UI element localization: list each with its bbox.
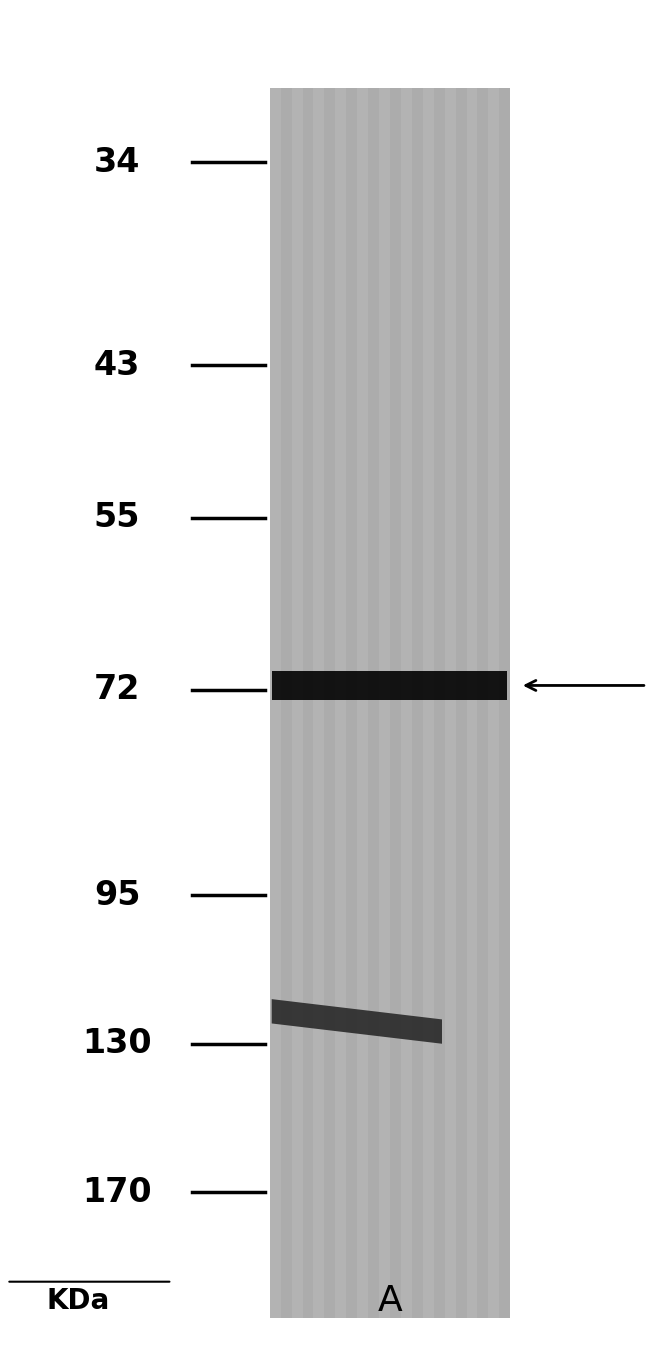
Bar xyxy=(379,88,390,1318)
Bar xyxy=(302,88,313,1318)
Bar xyxy=(445,88,456,1318)
Bar xyxy=(358,88,368,1318)
Text: 95: 95 xyxy=(94,879,140,911)
Bar xyxy=(324,88,335,1318)
Text: A: A xyxy=(378,1283,402,1318)
Bar xyxy=(368,88,379,1318)
Bar xyxy=(335,88,346,1318)
Bar xyxy=(422,88,434,1318)
Text: 55: 55 xyxy=(94,502,140,534)
Bar xyxy=(270,88,510,1318)
Text: 72: 72 xyxy=(94,673,140,706)
Bar xyxy=(456,88,467,1318)
Bar xyxy=(488,88,499,1318)
Text: KDa: KDa xyxy=(46,1287,110,1314)
Bar xyxy=(270,88,281,1318)
Bar xyxy=(401,88,412,1318)
Text: 130: 130 xyxy=(82,1028,152,1060)
Bar xyxy=(390,88,401,1318)
Polygon shape xyxy=(272,671,507,700)
Bar xyxy=(499,88,510,1318)
Bar xyxy=(478,88,488,1318)
Polygon shape xyxy=(272,999,442,1044)
Text: 170: 170 xyxy=(82,1176,152,1209)
Bar xyxy=(281,88,292,1318)
Bar xyxy=(412,88,423,1318)
Bar xyxy=(346,88,358,1318)
Text: 34: 34 xyxy=(94,146,140,178)
Bar xyxy=(292,88,302,1318)
Bar xyxy=(434,88,445,1318)
Bar xyxy=(467,88,478,1318)
Bar xyxy=(313,88,324,1318)
Text: 43: 43 xyxy=(94,349,140,381)
